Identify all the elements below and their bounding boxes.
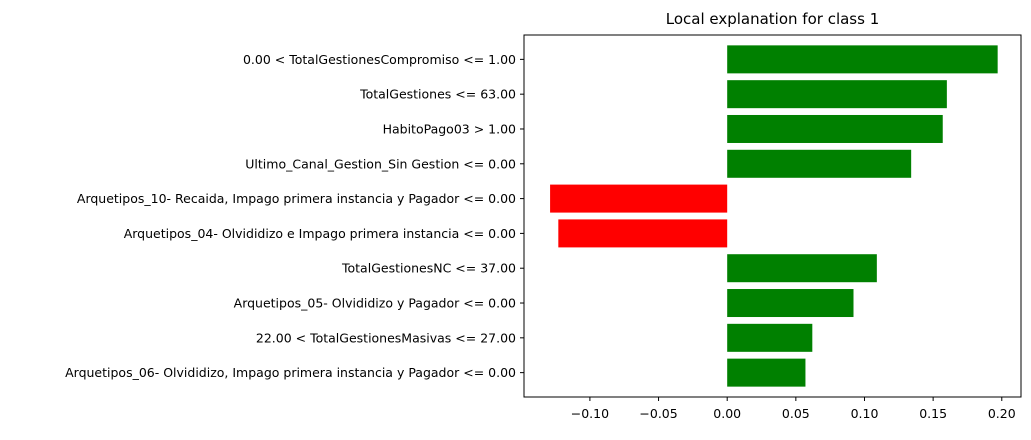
chart-title: Local explanation for class 1 — [666, 10, 880, 28]
x-tick-label: −0.05 — [639, 406, 677, 421]
bar — [727, 149, 912, 178]
y-tick-label: Arquetipos_10- Recaida, Impago primera i… — [77, 191, 516, 206]
bar — [558, 219, 728, 248]
y-tick-label: TotalGestiones <= 63.00 — [359, 87, 516, 102]
plot-frame — [523, 34, 1022, 398]
y-tick-label: TotalGestionesNC <= 37.00 — [341, 261, 516, 276]
x-axis-ticks: −0.10 −0.05 0.00 0.05 0.10 0.15 0.20 — [571, 397, 1016, 421]
x-tick-label: 0.00 — [713, 406, 741, 421]
y-tick-label: 0.00 < TotalGestionesCompromiso <= 1.00 — [243, 52, 516, 67]
bar — [727, 254, 877, 283]
x-tick-label: 0.05 — [782, 406, 810, 421]
x-tick-label: −0.10 — [571, 406, 609, 421]
y-tick-label: 22.00 < TotalGestionesMasivas <= 27.00 — [256, 330, 516, 345]
bar — [727, 114, 943, 143]
x-tick-label: 0.10 — [851, 406, 879, 421]
y-tick-label: Arquetipos_04- Olvididizo e Impago prime… — [124, 226, 516, 241]
axes-frame — [523, 34, 1022, 398]
y-tick-label: Arquetipos_05- Olvididizo y Pagador <= 0… — [234, 296, 516, 311]
x-tick-label: 0.15 — [919, 406, 947, 421]
bar — [727, 323, 813, 352]
y-tick-label: HabitoPago03 > 1.00 — [383, 121, 516, 136]
bar — [727, 45, 998, 74]
bar — [727, 289, 854, 318]
bars-group — [550, 45, 998, 387]
bar — [727, 358, 806, 387]
y-tick-label: Ultimo_Canal_Gestion_Sin Gestion <= 0.00 — [245, 156, 516, 171]
x-tick-label: 0.20 — [988, 406, 1016, 421]
y-axis-ticks: 0.00 < TotalGestionesCompromiso <= 1.00 T… — [65, 52, 524, 380]
bar — [727, 80, 947, 109]
bar — [550, 184, 728, 213]
y-tick-label: Arquetipos_06- Olvididizo, Impago primer… — [65, 365, 516, 380]
